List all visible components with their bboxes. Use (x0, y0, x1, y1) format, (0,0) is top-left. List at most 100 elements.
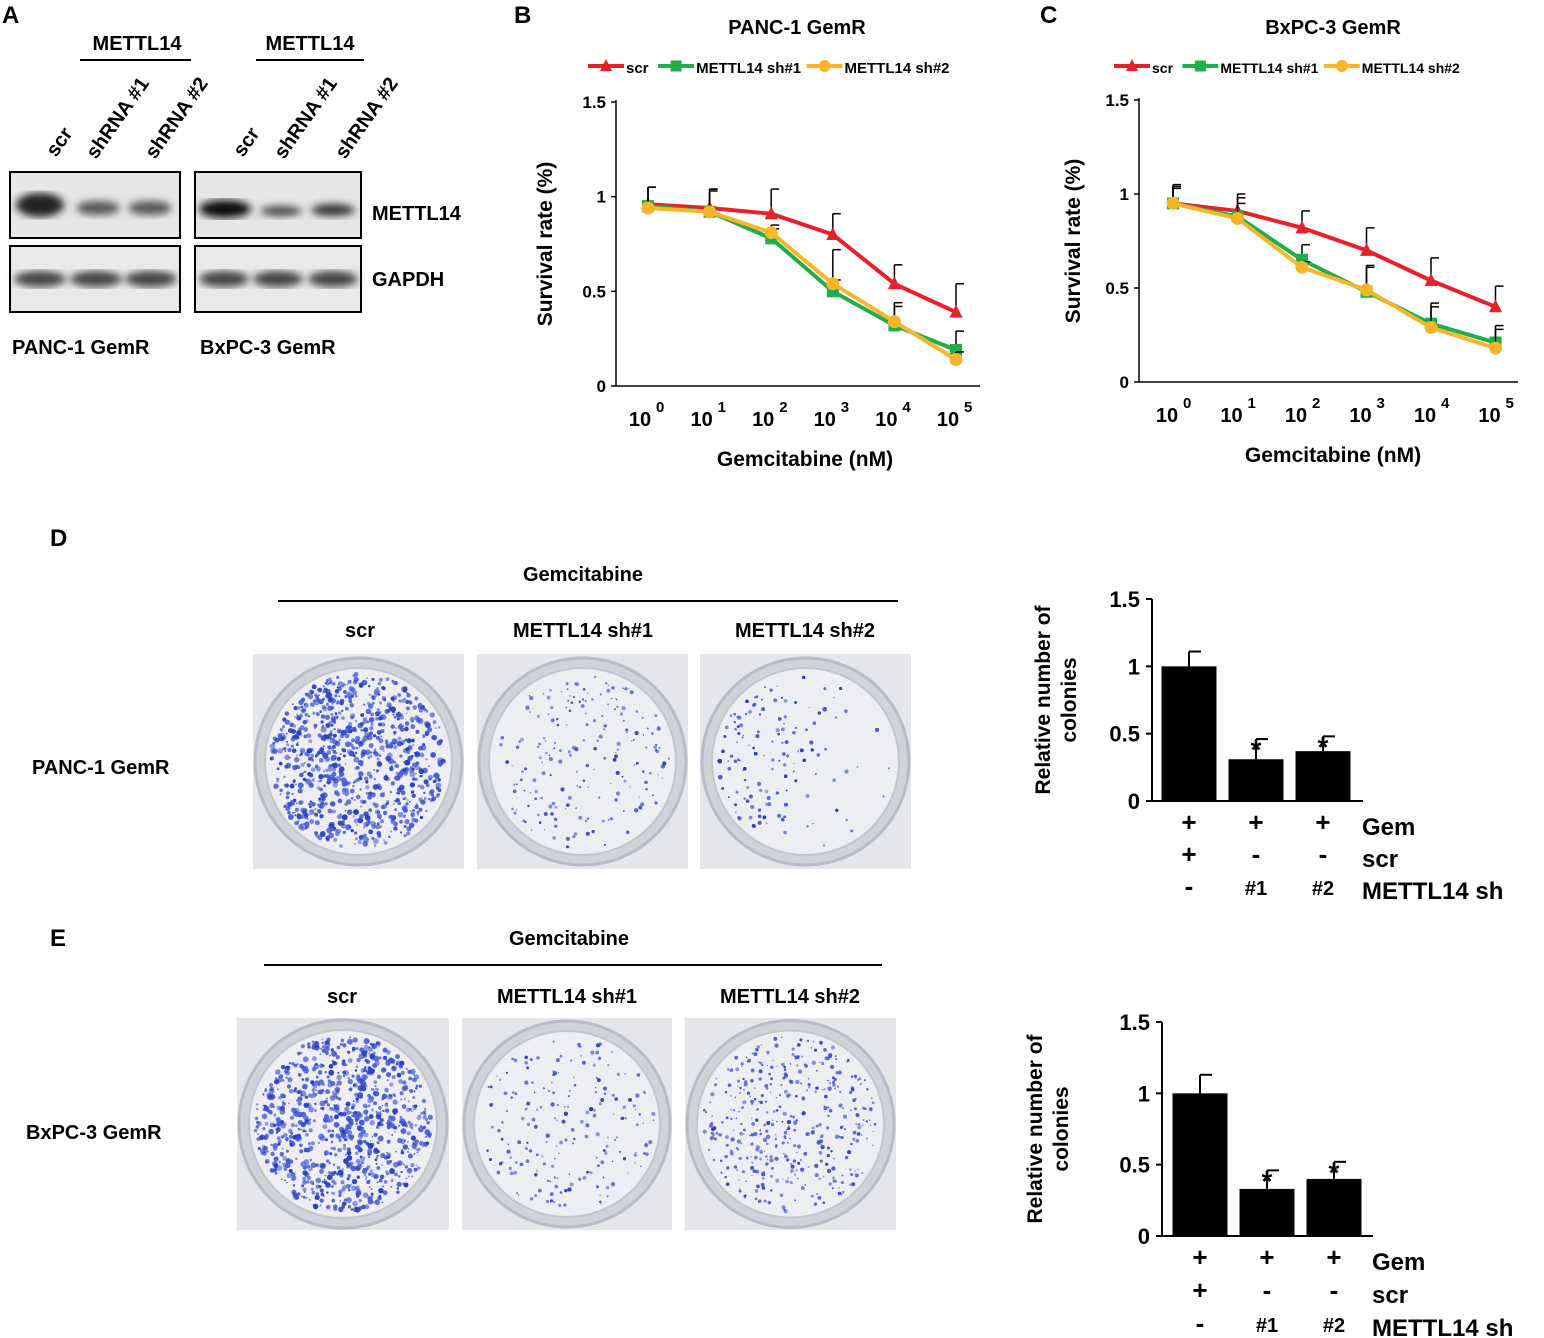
chart-title: BxPC-3 GemR (1265, 17, 1401, 39)
x-tick-label-0: 10 (629, 409, 651, 431)
condition-mark-1-0: + (1181, 839, 1196, 869)
gemcitabine-line-d (278, 600, 898, 602)
blot-label-mettl14: METTL14 (372, 203, 462, 225)
y-axis-label: Survival rate (%) (534, 162, 557, 327)
condition-label-1: scr (1362, 846, 1398, 873)
column-label-d-sh1: METTL14 sh#1 (512, 620, 654, 642)
bar-0 (1161, 666, 1217, 801)
point-1-2 (1296, 253, 1308, 266)
gemcitabine-label-e: Gemcitabine (508, 928, 630, 950)
point-0-2 (764, 206, 778, 220)
gemcitabine-line-e (264, 964, 882, 966)
condition-label-1: scr (1372, 1282, 1408, 1309)
legend-marker-2 (818, 60, 831, 72)
x-tick-label-0: 10 (1156, 405, 1178, 427)
colony-dish-d-sh2 (700, 654, 911, 869)
series-line-2 (1172, 201, 1497, 351)
colony-dish-d-scr (253, 654, 464, 869)
bar-2 (1295, 751, 1351, 801)
series-line-2 (647, 206, 958, 362)
panel-label-e: E (50, 925, 67, 952)
point-1-5 (950, 344, 962, 357)
x-tick-exponent-3: 3 (841, 399, 849, 416)
x-tick-label-1: 10 (1220, 405, 1242, 427)
point-2-0 (1166, 196, 1180, 210)
y-axis-label-line-1: Relative number of (1024, 1033, 1047, 1223)
y-axis-label-line-2: colonies (1058, 657, 1081, 742)
lane-label-1: scr (42, 123, 77, 160)
legend-label-0: scr (1152, 60, 1174, 76)
panel-label-b: B (514, 2, 532, 29)
legend-marker-0 (600, 59, 612, 71)
legend-label-2: METTL14 sh#2 (845, 60, 950, 77)
x-tick-exponent-1: 1 (718, 399, 726, 416)
point-0-3 (826, 227, 840, 241)
point-2-3 (1360, 283, 1373, 297)
y-axis-label-line-2: colonies (1050, 1086, 1073, 1171)
point-0-4 (887, 276, 901, 290)
condition-mark-0-1: + (1248, 807, 1263, 837)
x-tick-label-3: 10 (1349, 405, 1371, 427)
y-tick-label-0: 0 (597, 377, 606, 396)
x-axis-label: Gemcitabine (nM) (717, 448, 893, 471)
condition-mark-2-2: #2 (1323, 1315, 1345, 1337)
point-2-4 (887, 315, 901, 329)
point-2-1 (1231, 211, 1244, 225)
blot-group2-header: METTL14 (266, 33, 356, 55)
condition-label-2: METTL14 sh (1362, 878, 1503, 905)
bar-1 (1228, 759, 1284, 801)
condition-mark-0-1: + (1259, 1242, 1274, 1272)
condition-mark-0-0: + (1192, 1242, 1207, 1272)
y-tick-label-2: 1 (1120, 185, 1129, 204)
legend-label-1: METTL14 sh#1 (1220, 60, 1318, 76)
point-2-1 (703, 205, 717, 219)
blot-label-gapdh: GAPDH (372, 269, 444, 291)
y-tick-label-1: 0.5 (1109, 722, 1140, 747)
condition-mark-2-0: - (1196, 1308, 1205, 1338)
colony-dish-e-scr (237, 1018, 449, 1230)
point-2-4 (1424, 320, 1438, 334)
column-label-d-scr: scr (344, 620, 376, 642)
point-0-3 (1360, 242, 1373, 256)
point-0-2 (1295, 220, 1309, 234)
condition-label-0: Gem (1362, 814, 1415, 841)
point-2-3 (826, 277, 840, 291)
colony-dish-e-sh2 (685, 1018, 896, 1230)
bar-0 (1172, 1093, 1228, 1236)
survival-chart-panc1: PANC-1 GemR scr METTL14 sh#1 METTL14 sh#2 0 0… (534, 17, 980, 471)
x-tick-label-2: 10 (1285, 405, 1307, 427)
x-tick-exponent-0: 0 (1183, 395, 1191, 412)
condition-mark-1-1: - (1263, 1275, 1272, 1305)
x-tick-label-5: 10 (1478, 405, 1500, 427)
series-line-1 (647, 204, 957, 352)
x-tick-exponent-5: 5 (1506, 395, 1514, 412)
point-2-5 (949, 352, 963, 366)
x-tick-exponent-4: 4 (1441, 395, 1450, 412)
x-tick-label-5: 10 (937, 409, 959, 431)
western-blot-panel: METTL14 METTL14 scr shRNA #1 shRNA #2 sc… (9, 33, 462, 359)
point-2-2 (1295, 260, 1309, 274)
condition-mark-0-2: + (1315, 807, 1330, 837)
significance-1: * (1251, 734, 1262, 765)
chart-title: PANC-1 GemR (728, 17, 866, 39)
condition-mark-1-2: - (1330, 1275, 1339, 1305)
y-tick-label-0: 0 (1138, 1224, 1150, 1249)
significance-1: * (1262, 1165, 1273, 1196)
legend-marker-0 (1126, 59, 1138, 71)
y-tick-label-2: 1 (597, 188, 606, 207)
row-label-e: BxPC-3 GemR (26, 1122, 162, 1144)
gemcitabine-label-d: Gemcitabine (522, 564, 644, 586)
y-axis-label: Survival rate (%) (1062, 159, 1085, 324)
x-tick-exponent-4: 4 (902, 399, 911, 416)
x-tick-label-4: 10 (875, 409, 897, 431)
condition-mark-2-1: #1 (1256, 1315, 1278, 1337)
legend-label-0: scr (626, 60, 649, 77)
colony-dish-d-sh1 (477, 654, 688, 869)
condition-mark-1-2: - (1319, 839, 1328, 869)
y-axis-label-line-1: Relative number of (1032, 604, 1055, 794)
x-tick-exponent-2: 2 (1312, 395, 1320, 412)
x-tick-label-2: 10 (752, 409, 774, 431)
significance-2: * (1329, 1157, 1340, 1188)
series-line-1 (1172, 201, 1497, 345)
